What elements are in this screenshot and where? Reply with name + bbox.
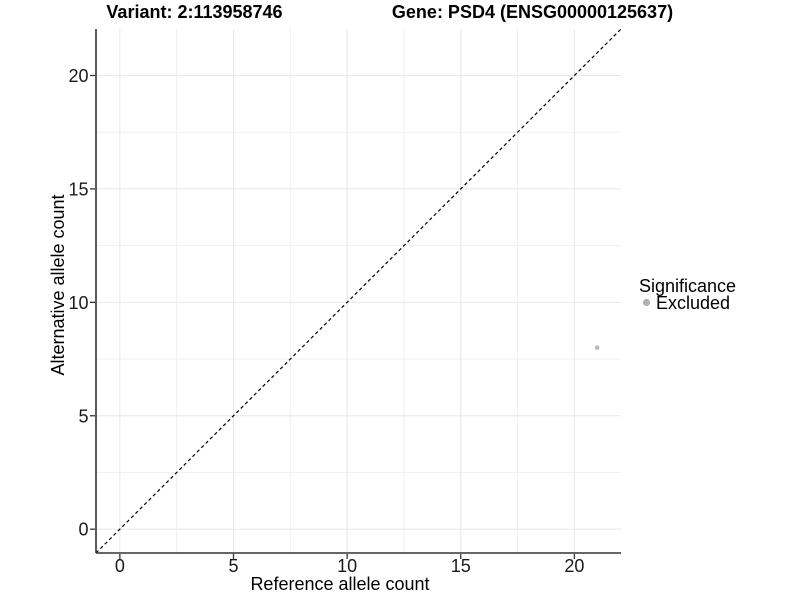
x-tick-label: 20 bbox=[564, 556, 584, 576]
plot-title-gene: Gene: PSD4 (ENSG00000125637) bbox=[392, 2, 673, 22]
y-tick-label: 10 bbox=[68, 293, 88, 313]
y-tick-label: 20 bbox=[68, 66, 88, 86]
x-tick-label: 0 bbox=[115, 556, 125, 576]
legend-entry-label: Excluded bbox=[656, 293, 730, 313]
y-tick-label: 15 bbox=[68, 179, 88, 199]
legend-key-dot bbox=[642, 298, 651, 307]
x-tick-label: 15 bbox=[451, 556, 471, 576]
data-point bbox=[594, 345, 600, 351]
y-axis-title: Alternative allele count bbox=[48, 194, 68, 375]
x-tick-label: 10 bbox=[337, 556, 357, 576]
chart-layer: 0 5 10 15 20 0 5 10 15 20 bbox=[68, 28, 622, 576]
identity-line bbox=[95, 28, 622, 554]
x-axis-title: Reference allele count bbox=[250, 574, 429, 594]
y-tick-label: 5 bbox=[78, 406, 88, 426]
y-tick-label: 0 bbox=[78, 520, 88, 540]
legend-title: Significance bbox=[639, 276, 736, 296]
legend: Significance Excluded bbox=[639, 276, 736, 313]
x-tick-label: 5 bbox=[228, 556, 238, 576]
plot-title-variant: Variant: 2:113958746 bbox=[106, 2, 282, 22]
